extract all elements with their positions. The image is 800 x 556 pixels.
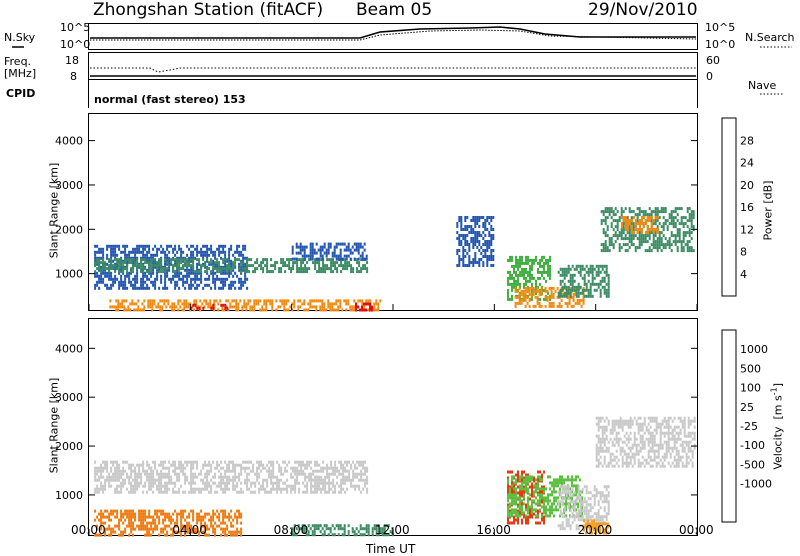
velocity-colorbar-tick-3: 25 — [740, 401, 754, 414]
x-tick-4: 16:00 — [476, 524, 511, 536]
velocity-region-1 — [94, 510, 242, 537]
velocity-colorbar-tick-2: 100 — [740, 382, 761, 395]
velocity-colorbar-tick-1: 500 — [740, 362, 761, 375]
velocity-ytick-3: 4000 — [55, 342, 83, 355]
x-tick-0: 00:00 — [71, 524, 106, 536]
velocity-region-6 — [596, 417, 696, 468]
velocity-colorbar-label: Velocity [m s-1] — [771, 361, 784, 491]
velocity-colorbar-tick-7: -1000 — [740, 478, 772, 491]
x-tick-6: 00:00 — [679, 524, 714, 536]
x-tick-5: 20:00 — [578, 524, 613, 536]
x-tick-1: 04:00 — [172, 524, 207, 536]
x-tick-3: 12:00 — [375, 524, 410, 536]
velocity-colorbar-tick-0: 1000 — [740, 343, 768, 356]
velocity-colorbar-tick-5: -100 — [740, 439, 765, 452]
velocity-ylabel: Slant Range [km] — [49, 366, 60, 486]
x-axis-label: Time UT — [366, 543, 415, 555]
x-tick-2: 08:00 — [274, 524, 309, 536]
velocity-region-0 — [94, 461, 368, 494]
velocity-colorbar-tick-6: -500 — [740, 458, 765, 471]
velocity-ytick-0: 1000 — [55, 489, 83, 502]
